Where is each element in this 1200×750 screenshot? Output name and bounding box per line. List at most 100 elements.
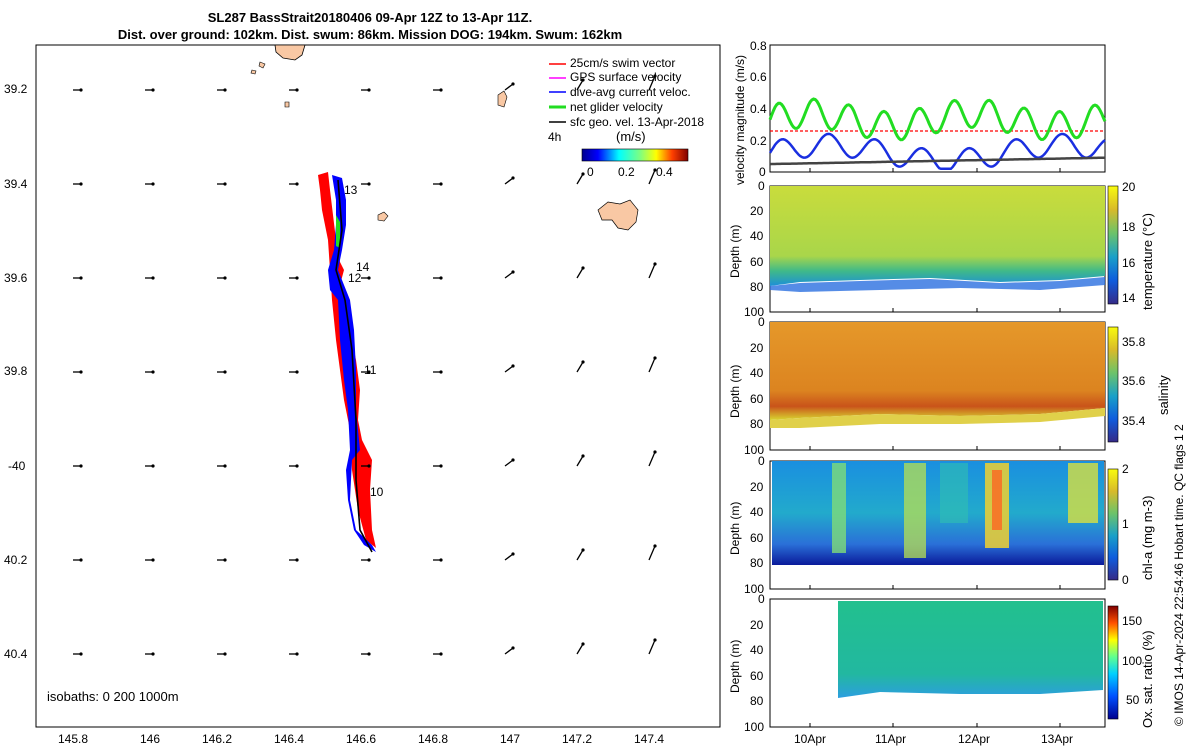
day-label-12: 12 [348,271,362,285]
surface-vector-head [295,558,299,562]
surface-vector-head [367,558,371,562]
depth-tick: 80 [750,279,764,294]
island-shape [274,44,306,61]
copyright-note: © IMOS 14-Apr-2024 22:54:46 Hobart time.… [1172,424,1186,726]
surface-vector-grid [73,74,657,656]
surface-vector-head [295,88,299,92]
surface-vector-head [581,548,585,552]
surface-vector-head [581,172,585,176]
surface-vector-head [151,370,155,374]
surface-vector-head [367,276,371,280]
surface-vector [504,365,514,373]
map-ytick: 39.4 [4,177,28,191]
surface-vector-head [653,356,657,360]
surface-vector-head [295,464,299,468]
surface-vector [648,357,656,373]
surface-vector-head [511,552,515,556]
chla-blooms [832,463,1098,558]
surface-vector-head [295,652,299,656]
map-ytick: 39.6 [4,271,28,285]
map-xtick: 146.8 [418,732,449,746]
surface-vector [648,263,656,279]
oxygen-colorbar [1107,605,1119,720]
map-xtick: 145.8 [58,732,89,746]
depth-tick: 40 [750,366,764,381]
net-velocity-series [768,97,1107,142]
surface-vector-head [79,370,83,374]
surface-vector [504,647,514,655]
depth-label: Depth (m) [728,639,742,693]
surface-vector-head [511,458,515,462]
depth-label: Depth (m) [728,364,742,418]
depth-label: Depth (m) [728,224,742,278]
chla-cb-tick: 1 [1122,517,1129,531]
surface-vector [504,177,514,185]
surface-vector-head [79,558,83,562]
surface-vector [504,271,514,279]
time-xtick: 13Apr [1041,732,1074,746]
sal-cb-tick: 35.6 [1122,374,1146,388]
chart-title: SL287 BassStrait20180406 09-Apr 12Z to 1… [207,10,533,25]
map-axes-box [35,44,721,728]
surface-vector-head [79,652,83,656]
oxygen-section [838,601,1103,698]
depth-tick: 80 [750,417,764,432]
surface-vector [576,455,584,467]
depth-tick: 100 [744,582,765,596]
temp-cb-tick: 20 [1122,180,1136,194]
depth-label: Depth (m) [728,501,742,555]
surface-vector-head [367,370,371,374]
map-xtick: 146.2 [202,732,233,746]
temperature-colorbar [1107,185,1119,305]
legend-gps: GPS surface velocity [570,70,682,84]
day-label-14: 14 [356,260,370,274]
current-velocity-series [768,132,1106,171]
surface-vector-head [151,276,155,280]
islet-shape [377,211,389,222]
surface-vector-head [653,450,657,454]
day-label-11: 11 [364,363,377,377]
surface-vector-head [223,464,227,468]
surface-vector-head [439,182,443,186]
islet-shape [497,90,508,108]
surface-vector-head [151,464,155,468]
surface-vector-head [653,544,657,548]
surface-vector [576,173,584,185]
map-xtick: 147.4 [634,732,665,746]
surface-vector-head [511,82,515,86]
ox-cb-tick: 150 [1122,614,1143,628]
net-velocity-band [336,215,340,248]
legend-geo: sfc geo. vel. 13-Apr-2018 [570,115,705,129]
salinity-section [770,322,1105,420]
depth-tick: 40 [750,643,764,658]
surface-vector-head [653,638,657,642]
surface-vector-head [439,558,443,562]
surface-vector-head [223,276,227,280]
surface-vector-head [367,88,371,92]
depth-tick: 40 [750,505,764,520]
oxygen-label: Ox. sat. ratio (%) [1140,630,1155,728]
temperature-section [770,186,1105,286]
map-xtick: 146.4 [274,732,305,746]
chla-section [772,461,1104,565]
depth-tick: 60 [750,391,764,406]
temp-cb-tick: 16 [1122,256,1136,270]
depth-tick: 20 [750,340,764,355]
surface-vector-head [151,558,155,562]
temperature-label: temperature (°C) [1140,213,1155,310]
isobaths-note: isobaths: 0 200 1000m [47,689,179,704]
map-xtick: 146 [140,732,161,746]
chla-cb-tick: 0 [1122,573,1129,587]
ox-cb-tick: 100 [1122,654,1143,668]
time-xtick: 12Apr [958,732,991,746]
vel-ytick: 0.6 [750,70,767,84]
surface-vector [504,459,514,467]
surface-vector [648,451,656,467]
chla-label: chl-a (mg m-3) [1140,495,1155,580]
surface-vector-head [79,464,83,468]
depth-tick: 60 [750,668,764,683]
map-ytick: 39.2 [4,82,28,96]
islet-shapes [250,61,290,108]
map-panel [35,44,721,728]
